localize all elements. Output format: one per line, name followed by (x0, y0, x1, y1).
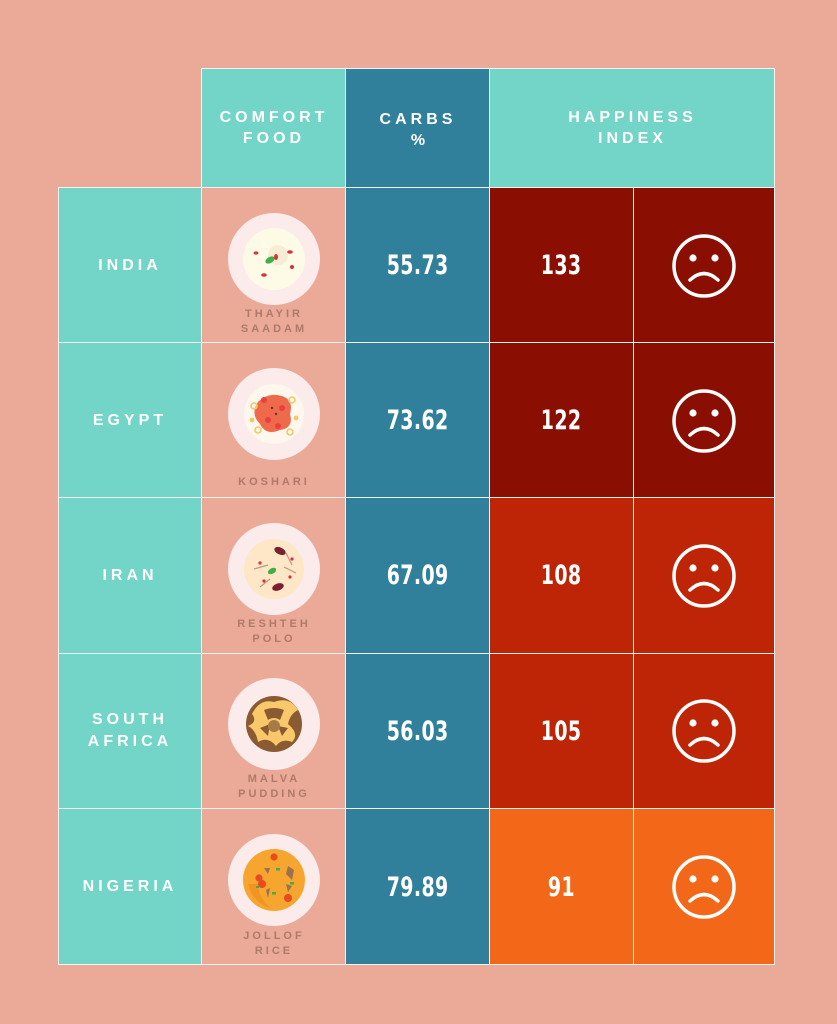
grid-line (58, 653, 775, 654)
carbs-cell-nigeria: 79.89 (346, 809, 490, 965)
food-label-line1: KOSHARI (238, 476, 310, 488)
carbs-value: 79.89 (387, 871, 449, 903)
grid-line (201, 68, 202, 965)
food-label-line1: THAYIR (245, 308, 303, 320)
country-south-africa: SOUTH AFRICA (58, 653, 202, 809)
country-india: INDIA (58, 188, 202, 343)
food-label-line2: POLO (252, 633, 296, 645)
food-jollof-rice: JOLLOF RICE (202, 809, 346, 965)
carbs-value: 56.03 (387, 715, 449, 747)
header-happiness-index: HAPPINESS INDEX (490, 68, 775, 188)
happiness-value: 105 (541, 715, 582, 747)
face-cell-india (633, 188, 775, 343)
grid-line (633, 188, 634, 965)
food-thayir-saadam: THAYIR SAADAM (202, 188, 346, 343)
sad-face-icon (672, 233, 736, 298)
header-happiness-line1: HAPPINESS (568, 109, 697, 126)
sad-face-icon (672, 388, 736, 453)
country-iran: IRAN (58, 498, 202, 653)
happiness-cell-south-africa: 105 (490, 653, 633, 809)
malva-pudding-plate-icon (228, 678, 320, 770)
carbs-cell-india: 55.73 (346, 188, 490, 343)
grid-line (58, 497, 775, 498)
header-comfort-food-line2: FOOD (242, 130, 306, 147)
country-label: IRAN (102, 566, 158, 584)
happiness-cell-india: 133 (490, 188, 633, 343)
face-cell-south-africa (633, 653, 775, 809)
country-label: INDIA (98, 256, 162, 274)
happiness-cell-egypt: 122 (490, 343, 633, 498)
happiness-cell-nigeria: 91 (490, 809, 633, 965)
face-cell-nigeria (633, 809, 775, 965)
food-label-line1: RESHTEH (237, 618, 311, 630)
carbs-cell-egypt: 73.62 (346, 343, 490, 498)
grid-line (201, 68, 775, 69)
grid-line (489, 68, 490, 965)
header-happiness-line2: INDEX (598, 130, 667, 147)
grid-line (58, 187, 775, 188)
happiness-value: 108 (541, 560, 582, 591)
header-carbs-line2: % (410, 132, 426, 149)
carbs-value: 55.73 (387, 250, 449, 281)
header-comfort-food-line1: COMFORT (219, 109, 329, 126)
header-carbs-line1: CARBS (379, 111, 457, 128)
food-label-line2: SAADAM (240, 323, 308, 335)
food-koshari: KOSHARI (202, 343, 346, 498)
food-label-line1: JOLLOF (243, 930, 305, 942)
thayir-saadam-plate-icon (228, 212, 320, 305)
grid-line (58, 188, 59, 965)
carbs-cell-iran: 67.09 (346, 498, 490, 653)
country-nigeria: NIGERIA (58, 809, 202, 965)
country-egypt: EGYPT (58, 343, 202, 498)
face-cell-egypt (633, 343, 775, 498)
header-carbs: CARBS % (346, 68, 490, 188)
grid-line (345, 68, 346, 965)
country-label-line2: AFRICA (87, 733, 173, 750)
food-malva-pudding: MALVA PUDDING (202, 653, 346, 809)
grid-line (774, 68, 775, 965)
country-label: NIGERIA (82, 878, 178, 895)
sad-face-icon (672, 855, 736, 919)
country-label: EGYPT (92, 411, 168, 429)
happiness-value: 91 (547, 871, 576, 903)
country-label-line1: SOUTH (92, 711, 168, 728)
happiness-value: 133 (541, 250, 582, 281)
food-label-line2: PUDDING (238, 788, 310, 800)
food-label-line1: MALVA (247, 773, 301, 785)
carbs-value: 67.09 (387, 560, 449, 591)
happiness-cell-iran: 108 (490, 498, 633, 653)
food-reshteh-polo: RESHTEH POLO (202, 498, 346, 653)
grid-line (58, 964, 775, 965)
header-comfort-food: COMFORT FOOD (202, 68, 346, 188)
reshteh-polo-plate-icon (228, 522, 320, 615)
carbs-cell-south-africa: 56.03 (346, 653, 490, 809)
carbs-value: 73.62 (387, 405, 449, 436)
sad-face-icon (672, 543, 736, 608)
grid-line (58, 342, 775, 343)
food-label-line2: RICE (254, 945, 294, 957)
koshari-plate-icon (228, 367, 320, 460)
grid-line (58, 808, 775, 809)
happiness-value: 122 (541, 405, 582, 436)
sad-face-icon (672, 699, 736, 763)
face-cell-iran (633, 498, 775, 653)
jollof-rice-plate-icon (228, 834, 320, 926)
